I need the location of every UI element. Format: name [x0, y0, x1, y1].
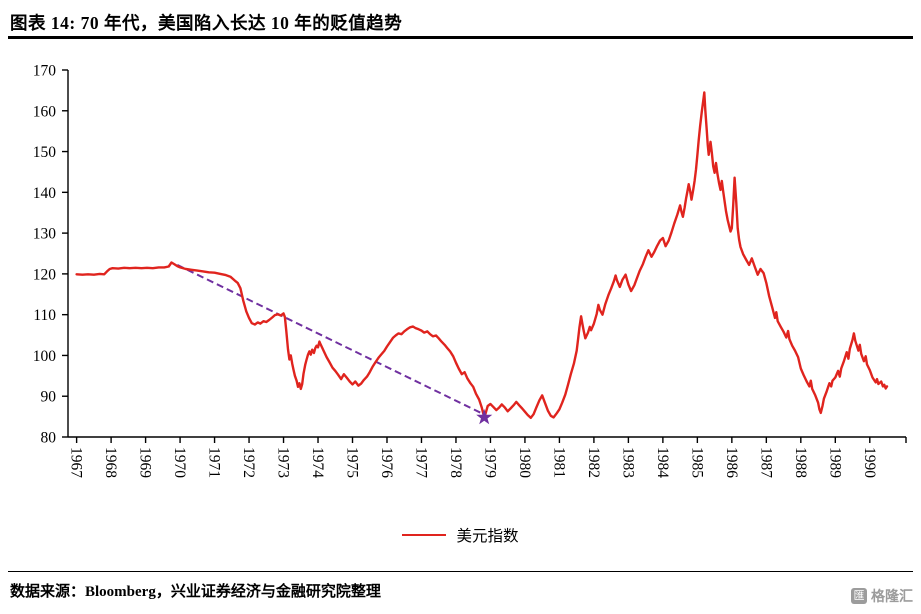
x-axis-label: 1977	[413, 447, 430, 478]
y-axis-label: 140	[33, 185, 57, 202]
x-axis-label: 1969	[137, 447, 154, 478]
trend-arrow	[176, 264, 484, 416]
watermark-text: 格隆汇	[871, 590, 913, 605]
data-source-note: 数据来源：Bloomberg，兴业证券经济与金融研究院整理	[10, 584, 381, 600]
star-marker	[476, 408, 493, 425]
x-axis-label: 1981	[550, 447, 567, 478]
footer-rule	[8, 571, 913, 572]
x-axis-label: 1972	[240, 447, 257, 478]
legend: 美元指数	[0, 524, 921, 546]
y-axis-label: 120	[33, 266, 57, 283]
x-axis-label: 1987	[757, 447, 774, 478]
x-axis-label: 1971	[206, 447, 223, 478]
title-rule	[8, 36, 913, 39]
x-axis-label: 1978	[447, 447, 464, 478]
x-axis-label: 1989	[826, 447, 843, 478]
x-axis-label: 1983	[619, 447, 636, 478]
y-axis-label: 170	[33, 63, 57, 80]
x-axis-label: 1968	[102, 447, 119, 478]
legend-line-sample	[402, 534, 447, 536]
x-axis-label: 1976	[378, 447, 395, 478]
chart-title: 图表 14: 70 年代，美国陷入长达 10 年的贬值趋势	[10, 13, 403, 33]
series-line-usd-index	[75, 91, 889, 419]
x-axis-label: 1986	[723, 447, 740, 478]
chart-area: 80 90 100 110 120 130 140 150 160 170 1967 1968 1969…	[0, 40, 921, 490]
y-axis-label: 130	[33, 226, 57, 243]
legend-label: 美元指数	[456, 528, 519, 545]
x-axis-label: 1982	[585, 447, 602, 478]
x-axis-label: 1980	[516, 447, 533, 478]
x-axis-label: 1988	[792, 447, 809, 478]
x-axis-label: 1990	[861, 447, 878, 478]
dollar-index-chart: 80 90 100 110 120 130 140 150 160 170 1967 1968 1969…	[33, 63, 907, 478]
y-axis-label: 100	[33, 348, 57, 365]
x-axis-label: 1979	[481, 447, 498, 478]
gelonghui-logo-icon: 匯	[851, 588, 867, 604]
x-axis-label: 1967	[68, 447, 85, 478]
y-axis-label: 150	[33, 144, 57, 161]
y-axis-label: 90	[41, 389, 57, 406]
x-axis-label: 1973	[275, 447, 292, 478]
x-axis-label: 1974	[309, 447, 326, 478]
x-axis-label: 1975	[344, 447, 361, 478]
y-axis-label: 110	[33, 307, 56, 324]
y-axis-label: 80	[41, 430, 57, 447]
x-axis-label: 1985	[688, 447, 705, 478]
axes	[62, 69, 907, 443]
x-axis-label: 1970	[171, 447, 188, 478]
y-axis-label: 160	[33, 103, 57, 120]
watermark: 匯 格隆汇	[851, 586, 913, 606]
x-axis-label: 1984	[654, 447, 671, 478]
